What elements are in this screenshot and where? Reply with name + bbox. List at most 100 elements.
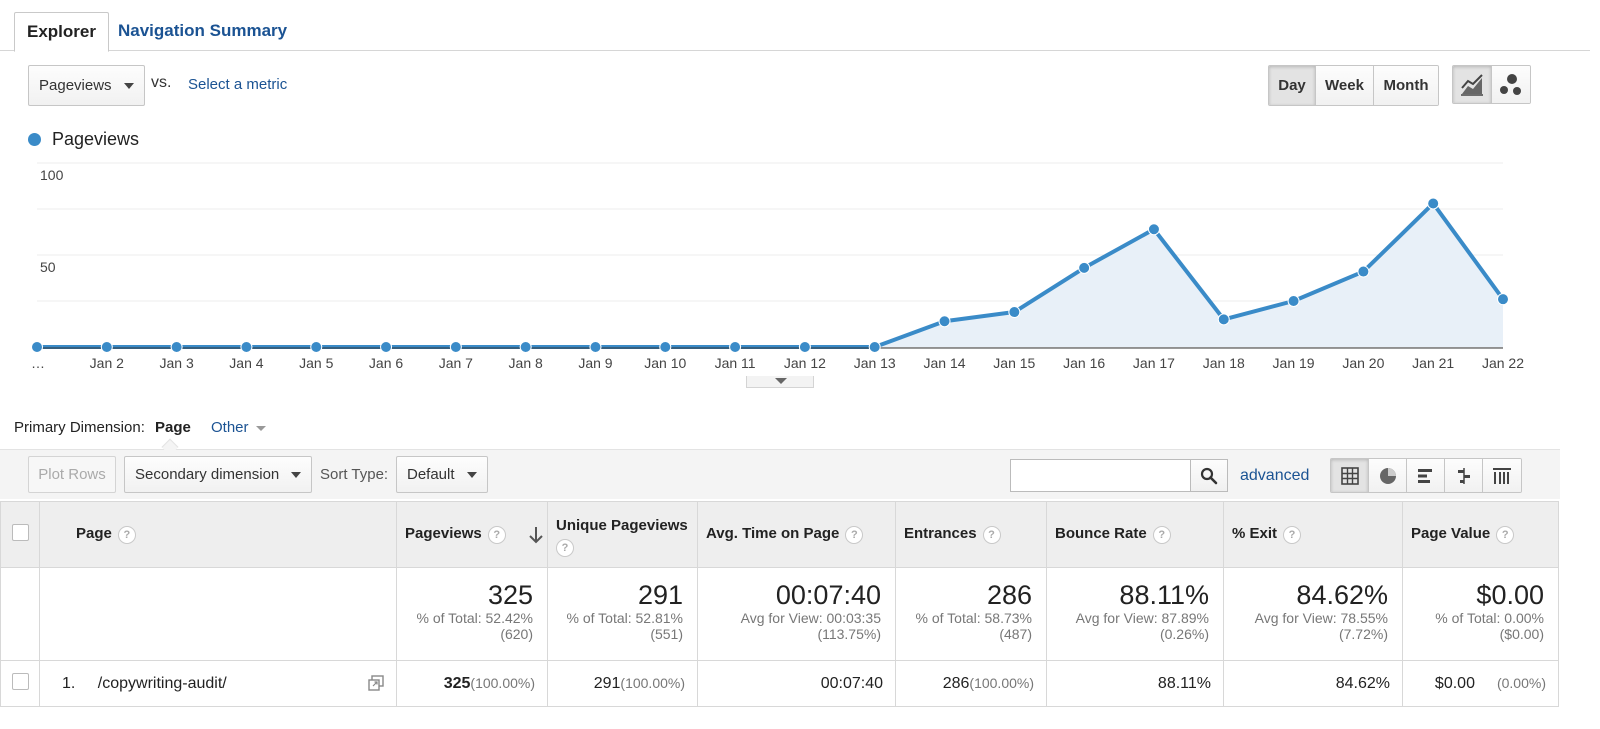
data-point[interactable] (1008, 306, 1021, 319)
totals-empty-cell (39, 567, 397, 661)
help-icon[interactable]: ? (556, 538, 574, 557)
data-point[interactable] (449, 341, 462, 353)
data-point[interactable] (1357, 265, 1370, 278)
table-header-row: Page? Pageviews? Unique Pageviews? Avg. … (0, 501, 1559, 568)
data-point[interactable] (170, 341, 183, 353)
motion-chart-icon[interactable] (1492, 66, 1530, 103)
table-view-toggle (1330, 458, 1522, 493)
plot-rows-button[interactable]: Plot Rows (28, 456, 116, 493)
x-tick-label: Jan 21 (1412, 355, 1454, 371)
row-checkbox-cell (0, 660, 40, 707)
row-checkbox[interactable] (11, 672, 29, 690)
data-point[interactable] (310, 341, 323, 353)
total-pageviews: 325% of Total: 52.42% (620) (396, 567, 548, 661)
header-pageviews[interactable]: Pageviews? (396, 501, 548, 568)
header-avg-time[interactable]: Avg. Time on Page? (697, 501, 896, 568)
data-point[interactable] (729, 341, 742, 353)
header-entrances-label: Entrances (904, 525, 977, 543)
table-view-icon[interactable] (1331, 459, 1369, 492)
help-icon[interactable]: ? (982, 525, 1001, 544)
week-button[interactable]: Week (1316, 66, 1374, 105)
x-tick-label: Jan 19 (1273, 355, 1315, 371)
tab-navigation-summary[interactable]: Navigation Summary (118, 21, 288, 40)
x-tick-label: Jan 9 (578, 355, 612, 371)
data-point[interactable] (100, 341, 113, 353)
x-tick-label: Jan 17 (1133, 355, 1175, 371)
data-point[interactable] (589, 341, 602, 353)
pie-view-icon[interactable] (1369, 459, 1407, 492)
day-button[interactable]: Day (1269, 66, 1316, 105)
x-tick-label: Jan 22 (1482, 355, 1524, 371)
month-button[interactable]: Month (1374, 66, 1438, 105)
data-point[interactable] (1078, 261, 1091, 274)
chart-area (37, 203, 1503, 347)
metric-select[interactable]: Pageviews (28, 65, 145, 106)
data-point[interactable] (1497, 293, 1509, 306)
data-point[interactable] (659, 341, 672, 353)
x-tick-label: Jan 14 (924, 355, 966, 371)
total-entrances: 286% of Total: 58.73% (487) (895, 567, 1047, 661)
data-point[interactable] (240, 341, 253, 353)
select-all-cell (0, 501, 40, 568)
comparison-view-icon[interactable] (1445, 459, 1483, 492)
header-unique-pageviews[interactable]: Unique Pageviews? (547, 501, 698, 568)
dimension-other[interactable]: Other (211, 419, 266, 436)
search-button[interactable] (1190, 459, 1228, 492)
chart-type-toggle (1452, 65, 1531, 104)
data-point[interactable] (1217, 313, 1230, 326)
x-tick-label: Jan 11 (715, 355, 756, 371)
table-search-input[interactable] (1010, 459, 1190, 492)
help-icon[interactable]: ? (845, 525, 864, 544)
tab-explorer[interactable]: Explorer (14, 12, 109, 52)
help-icon[interactable]: ? (1152, 525, 1171, 544)
help-icon[interactable]: ? (1496, 525, 1515, 544)
header-bounce-rate[interactable]: Bounce Rate? (1046, 501, 1224, 568)
data-point[interactable] (1287, 295, 1300, 307)
x-tick-label: Jan 7 (439, 355, 473, 371)
secondary-dimension-select[interactable]: Secondary dimension (124, 456, 312, 493)
row-pageviews: 325(100.00%) (396, 660, 548, 707)
header-entrances[interactable]: Entrances? (895, 501, 1047, 568)
select-all-checkbox[interactable] (11, 524, 29, 541)
x-tick-label: Jan 10 (644, 355, 686, 371)
data-point[interactable] (380, 341, 393, 353)
data-point[interactable] (519, 341, 532, 353)
vs-label: vs. (151, 74, 172, 91)
pivot-view-icon[interactable] (1483, 459, 1521, 492)
data-point[interactable] (938, 315, 951, 328)
chevron-down-icon (775, 378, 787, 384)
row-entrances: 286(100.00%) (895, 660, 1047, 707)
data-point[interactable] (798, 341, 811, 353)
line-chart-icon[interactable] (1453, 66, 1492, 103)
help-icon[interactable]: ? (487, 525, 506, 544)
header-page-label: Page (76, 525, 112, 543)
row-exit: 84.62% (1223, 660, 1403, 707)
advanced-filter-link[interactable]: advanced (1240, 467, 1310, 484)
open-page-icon[interactable] (368, 675, 384, 691)
sort-descending-icon[interactable] (529, 526, 543, 544)
bar-view-icon[interactable] (1407, 459, 1445, 492)
help-icon[interactable]: ? (1283, 525, 1302, 544)
sort-type-select[interactable]: Default (396, 456, 488, 493)
header-exit[interactable]: % Exit? (1223, 501, 1403, 568)
header-page[interactable]: Page? (39, 501, 397, 568)
header-unique-label: Unique Pageviews (556, 516, 688, 534)
select-metric-link[interactable]: Select a metric (188, 76, 288, 93)
data-point[interactable] (1427, 197, 1440, 210)
row-page-link[interactable]: /copywriting-audit/ (97, 674, 227, 692)
x-tick-label: … (31, 355, 45, 371)
x-tick-label: Jan 4 (229, 355, 263, 371)
header-page-value[interactable]: Page Value? (1402, 501, 1559, 568)
row-unique-pageviews: 291(100.00%) (547, 660, 698, 707)
dimension-page[interactable]: Page (155, 419, 191, 436)
x-tick-label: Jan 2 (90, 355, 124, 371)
primary-dimension-row: Primary Dimension: Page Other (14, 419, 266, 436)
data-point[interactable] (868, 341, 881, 353)
search-icon (1200, 467, 1218, 484)
chart-collapse-handle[interactable] (746, 376, 814, 388)
help-icon[interactable]: ? (117, 525, 136, 544)
data-point[interactable] (1147, 223, 1160, 236)
pageviews-chart: 50 100 … Jan 2 Jan 3 Jan 4 Jan 5 Jan 6 Jan 7 Jan… (31, 162, 1524, 371)
legend-label: Pageviews (52, 129, 140, 149)
data-point[interactable] (31, 341, 43, 353)
